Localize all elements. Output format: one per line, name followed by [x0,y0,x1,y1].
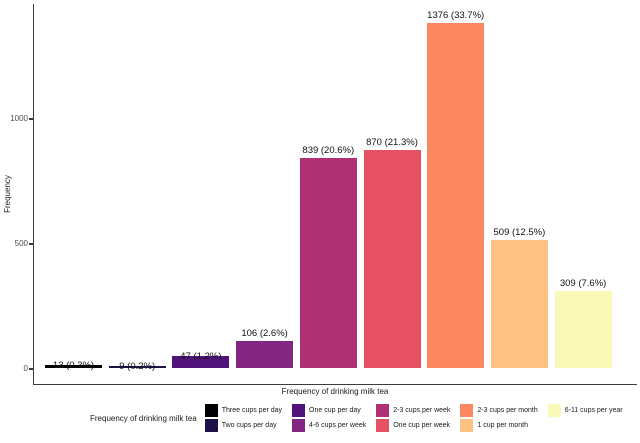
bar-5 [299,158,357,368]
y-tick-label-0: 0 [23,364,28,373]
legend-swatch-icon [376,419,390,432]
legend-item-label: One cup per week [393,422,451,429]
bar-4 [236,341,294,368]
bar-2 [108,366,166,368]
bar-value-label-1: 13 (0.3%) [52,360,95,371]
bar-value-label-2: 9 (0.2%) [119,361,156,372]
legend-item-3: One cup per day [292,404,366,417]
legend-item-7: 2-3 cups per month [460,404,538,417]
y-tick-mark-0 [29,368,33,370]
legend-item-1: Three cups per day [204,404,283,417]
bar-7 [427,23,485,368]
legend-items: Three cups per day Two cups per day One cu… [204,404,623,432]
bar-value-label-6: 870 (21.3%) [366,137,418,148]
legend-item-label: 4-6 cups per week [309,422,367,429]
bar-3 [172,356,230,368]
bar-1 [45,365,102,368]
legend-swatch-icon [547,404,561,417]
legend-item-label: 1 cup per month [477,422,529,429]
plot-panel: 13 (0.3%) 9 (0.2%) 47 (1.2%) 106 (2.6%) 839 … [33,4,637,385]
bar-value-label-4: 106 (2.6%) [241,328,288,339]
y-axis-title: Frequency [3,175,12,213]
legend-swatch-icon [460,404,474,417]
legend-swatch-icon [204,419,218,432]
bar-9 [554,291,612,368]
legend-item-label: 2-3 cups per month [477,407,538,414]
bar-value-label-9: 309 (7.6%) [559,278,607,289]
legend-swatch-icon [460,419,474,432]
legend-item-label: One cup per day [309,407,361,414]
legend: Frequency of drinking milk tea Three cup… [90,402,623,434]
legend-swatch-icon [292,404,306,417]
legend-title: Frequency of drinking milk tea [90,413,197,423]
legend-item-2: Two cups per day [204,419,282,432]
legend-item-8: 1 cup per month [460,419,537,432]
bar-6 [363,150,421,368]
legend-item-label: 6-11 cups per year [564,407,623,414]
legend-item-6: One cup per week [376,419,450,432]
bar-value-label-5: 839 (20.6%) [302,145,355,156]
legend-item-4: 4-6 cups per week [292,419,366,432]
x-axis-title: Frequency of drinking milk tea [281,387,389,396]
y-tick-mark-1000 [29,117,33,120]
legend-swatch-icon [204,404,218,417]
legend-item-label: 2-3 cups per week [393,407,451,414]
legend-item-9: 6-11 cups per year [547,404,623,417]
legend-swatch-icon [292,419,306,432]
legend-swatch-icon [376,404,390,417]
y-tick-label-500: 500 [14,238,28,248]
legend-item-5: 2-3 cups per week [376,404,450,417]
bar-value-label-8: 509 (12.5%) [493,227,546,238]
bar-8 [490,240,548,368]
legend-item-label: Two cups per day [221,422,277,429]
y-tick-label-1000: 1000 [10,113,28,123]
bar-value-label-3: 47 (1.2%) [180,351,222,362]
y-tick-mark-500 [29,242,33,245]
legend-item-label: Three cups per day [221,407,283,414]
bar-value-label-7: 1376 (33.7%) [427,10,485,21]
